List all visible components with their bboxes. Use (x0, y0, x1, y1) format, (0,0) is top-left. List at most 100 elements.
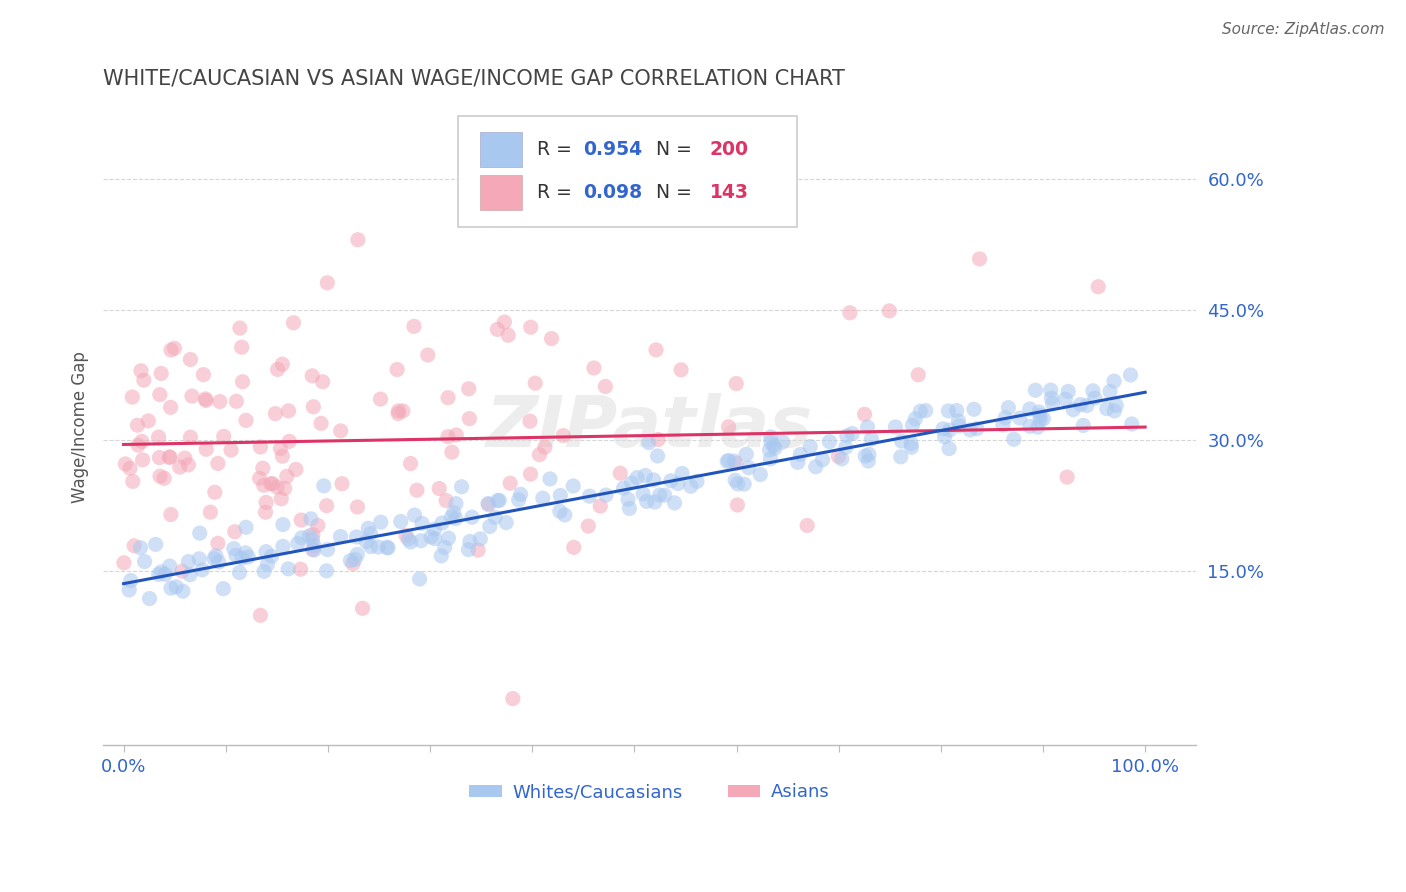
Point (118, 582, 141, 597)
Point (150, 367, 173, 381)
Point (399, 535, 422, 549)
Point (1076, 399, 1098, 413)
Point (735, 447, 758, 461)
Point (343, 552, 366, 566)
Point (1069, 398, 1091, 412)
Point (121, 390, 143, 404)
Point (478, 519, 501, 533)
Point (488, 493, 510, 508)
Point (519, 467, 541, 482)
Point (686, 475, 709, 489)
Point (1032, 411, 1054, 425)
Point (540, 332, 562, 346)
Point (315, 499, 337, 513)
Point (486, 493, 509, 508)
Point (290, 513, 312, 527)
Point (496, 328, 519, 343)
Point (804, 459, 827, 474)
Point (357, 521, 380, 535)
Point (890, 434, 912, 448)
Point (1042, 396, 1064, 410)
Point (430, 516, 453, 530)
Point (457, 382, 479, 396)
Point (717, 453, 740, 467)
Point (772, 435, 794, 450)
Point (277, 562, 299, 576)
Point (900, 440, 922, 454)
Point (212, 429, 235, 443)
Point (329, 424, 352, 438)
Point (524, 376, 547, 391)
Point (963, 402, 986, 417)
Point (763, 442, 786, 456)
Point (1018, 402, 1040, 417)
Point (229, 321, 252, 335)
Point (301, 533, 323, 547)
Point (145, 537, 167, 551)
Point (759, 451, 782, 466)
Point (181, 389, 204, 403)
Point (1054, 392, 1077, 406)
Point (399, 457, 422, 471)
Point (129, 364, 152, 378)
Point (290, 562, 312, 576)
Point (316, 542, 339, 557)
Point (219, 443, 242, 458)
Point (287, 536, 309, 550)
Text: N =: N = (644, 140, 699, 159)
Point (302, 400, 325, 414)
Point (208, 555, 231, 569)
Point (595, 379, 617, 393)
Point (193, 368, 215, 382)
Point (499, 476, 522, 491)
Point (122, 539, 145, 553)
Point (1102, 374, 1125, 388)
Point (188, 552, 211, 566)
Point (266, 362, 288, 376)
Point (818, 434, 841, 449)
Point (276, 469, 298, 483)
Point (519, 414, 541, 428)
Point (271, 517, 294, 532)
Point (669, 363, 692, 377)
Text: 200: 200 (710, 140, 749, 159)
Point (994, 410, 1017, 425)
Point (172, 584, 194, 599)
Point (796, 518, 818, 533)
Point (235, 520, 257, 534)
Point (404, 508, 426, 522)
Point (938, 404, 960, 418)
Point (149, 387, 172, 401)
Point (396, 532, 419, 546)
Point (1095, 401, 1118, 416)
Point (160, 343, 183, 357)
Point (679, 479, 702, 493)
Point (148, 450, 170, 465)
Point (389, 515, 412, 529)
Point (238, 549, 260, 564)
Text: R =: R = (537, 183, 578, 202)
Point (444, 511, 467, 525)
Point (179, 430, 201, 444)
Point (529, 448, 551, 462)
Point (160, 508, 183, 522)
Point (159, 450, 181, 464)
Point (725, 498, 748, 512)
Point (578, 489, 600, 503)
Point (228, 566, 250, 580)
Point (387, 404, 409, 418)
Point (177, 458, 200, 472)
Point (914, 403, 936, 417)
Point (127, 438, 149, 452)
Point (149, 469, 172, 483)
Point (440, 510, 463, 524)
Point (538, 472, 561, 486)
Point (131, 434, 153, 449)
Point (307, 518, 329, 533)
Point (644, 495, 666, 509)
Text: 0.098: 0.098 (583, 183, 643, 202)
Point (155, 567, 177, 582)
Point (1028, 405, 1050, 419)
Point (315, 564, 337, 578)
Point (502, 691, 524, 706)
